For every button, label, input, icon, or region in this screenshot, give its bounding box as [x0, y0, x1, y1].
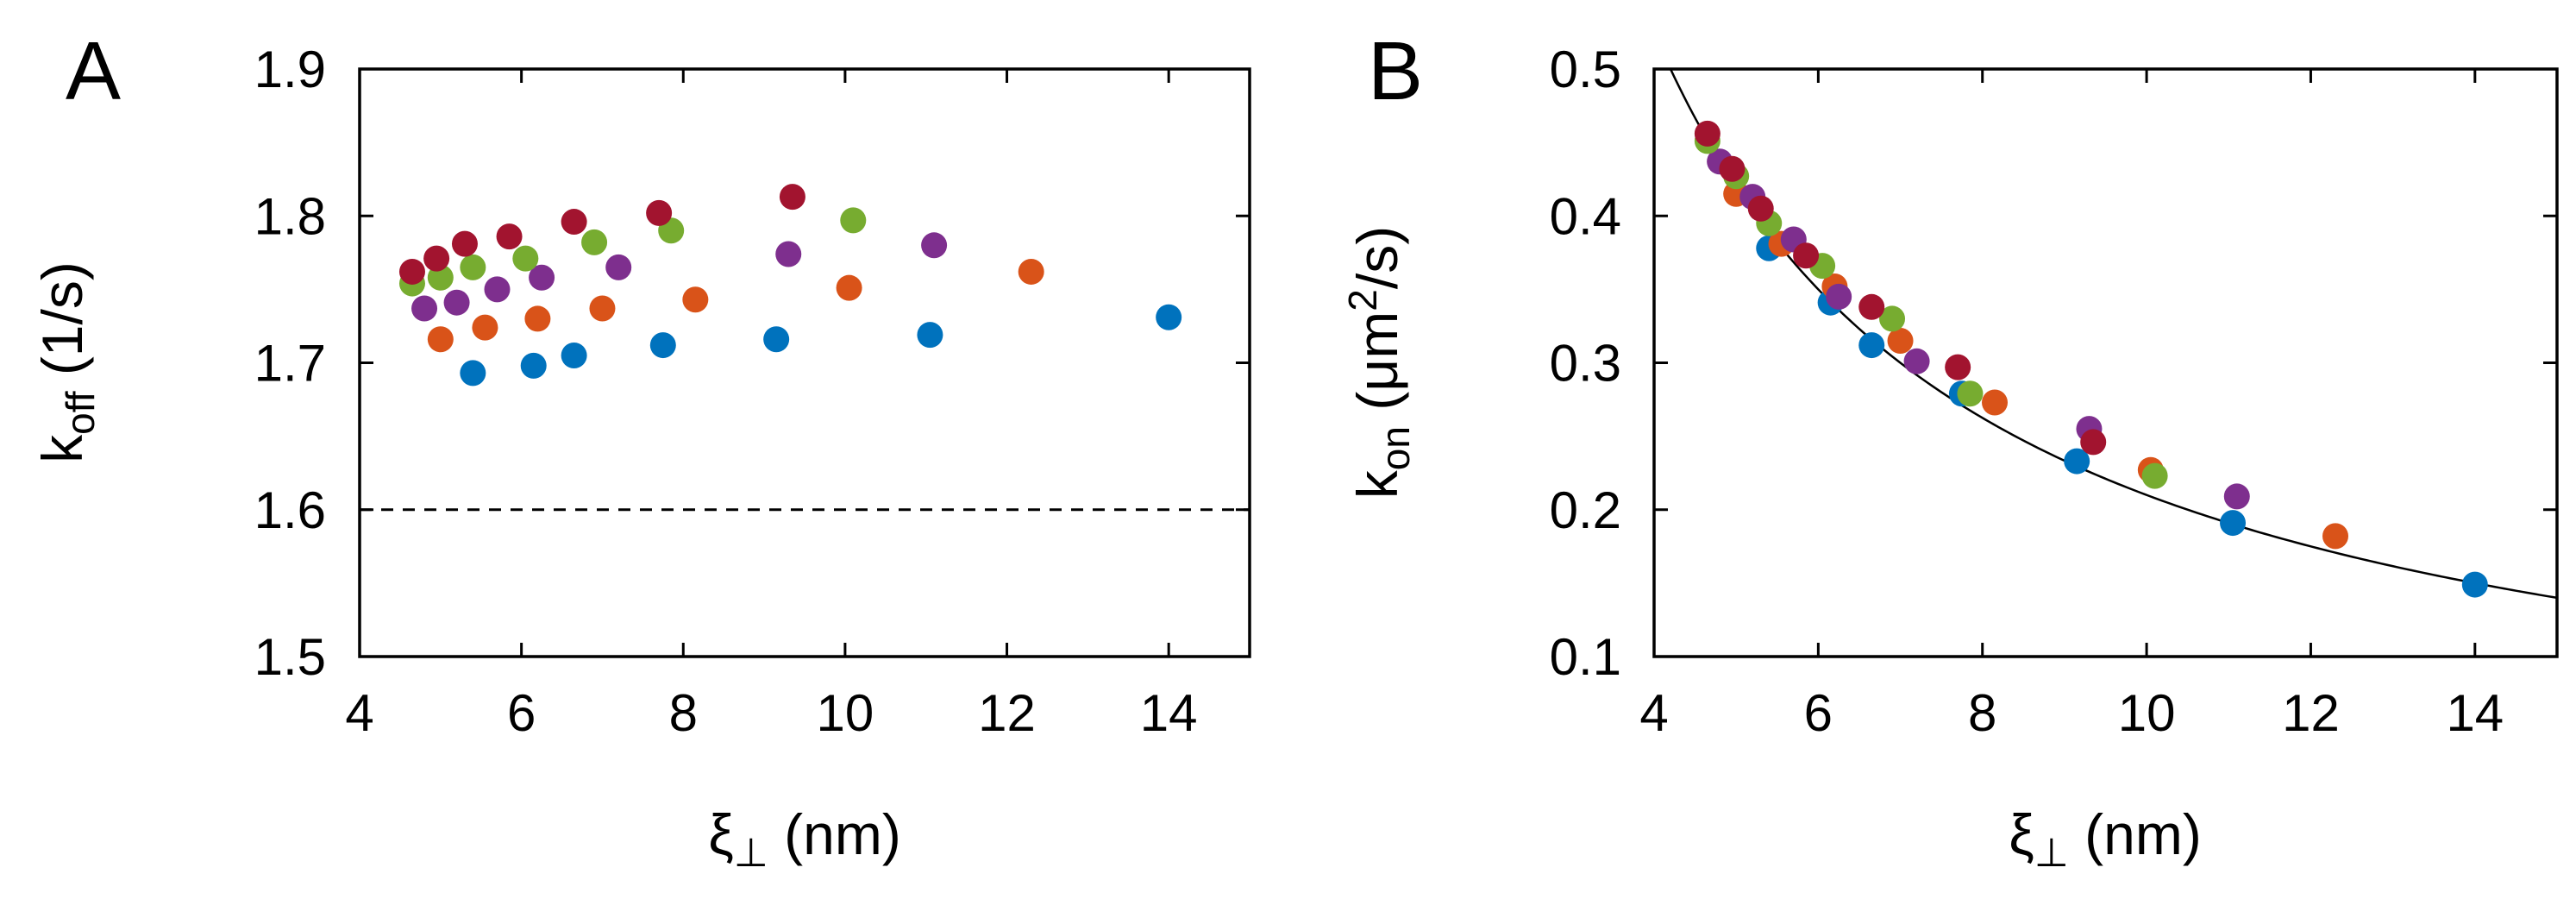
y-tick-label: 1.9 — [254, 41, 326, 98]
data-point-blue — [2461, 571, 2488, 598]
data-point-red — [451, 230, 478, 257]
data-point-blue — [1858, 332, 1885, 359]
data-point-orange — [1018, 258, 1044, 285]
y-axis-label: kon (μm2/s) — [1340, 226, 1418, 499]
x-tick-label: 8 — [669, 684, 698, 742]
y-tick-label: 1.6 — [254, 481, 326, 539]
data-point-red — [496, 223, 523, 250]
y-tick-label: 0.2 — [1550, 481, 1621, 539]
x-tick-label: 14 — [2446, 684, 2504, 742]
data-point-purple — [411, 295, 438, 322]
data-point-green — [1957, 380, 1984, 407]
data-point-red — [423, 245, 450, 272]
x-tick-label: 6 — [1804, 684, 1833, 742]
y-tick-label: 0.4 — [1550, 187, 1621, 245]
y-tick-label: 1.7 — [254, 335, 326, 393]
y-tick-label: 1.5 — [254, 628, 326, 686]
data-point-orange — [836, 274, 862, 301]
data-point-green — [512, 245, 539, 272]
x-tick-label: 12 — [978, 684, 1036, 742]
data-point-orange — [1982, 389, 2009, 416]
data-point-red — [2080, 429, 2107, 456]
data-point-blue — [460, 360, 486, 387]
data-point-green — [840, 207, 867, 234]
data-point-blue — [649, 332, 676, 359]
data-point-green — [1879, 305, 1906, 332]
data-point-green — [460, 254, 486, 280]
data-point-red — [1719, 155, 1746, 182]
data-point-red — [1945, 354, 1971, 380]
panel-a: A 4 6 8 10 12 14 1.5 1.6 1.7 1.8 1.9 ξ⊥ (nm) koff (1/… — [30, 25, 1251, 875]
data-point-blue — [763, 326, 790, 353]
x-tick-label: 6 — [507, 684, 536, 742]
data-point-blue — [520, 352, 547, 379]
data-point-orange — [589, 295, 616, 322]
data-point-red — [646, 199, 673, 226]
x-axis-label: ξ⊥ (nm) — [708, 802, 901, 875]
data-point-red — [1793, 242, 1820, 269]
data-point-red — [779, 184, 805, 211]
data-point-purple — [605, 254, 632, 280]
data-point-red — [1694, 120, 1720, 147]
data-point-orange — [427, 326, 454, 353]
plot-frame — [358, 67, 1251, 658]
data-point-purple — [1826, 283, 1852, 310]
panel-letter: B — [1368, 25, 1423, 117]
data-point-green — [2141, 462, 2168, 489]
data-point-red — [1747, 195, 1774, 222]
data-point-orange — [1887, 327, 1914, 354]
x-tick-label: 4 — [345, 684, 373, 742]
x-tick-label: 12 — [2282, 684, 2340, 742]
fit-curve — [1669, 69, 2557, 600]
x-axis-label: ξ⊥ (nm) — [2009, 802, 2202, 875]
data-point-purple — [921, 232, 948, 259]
panel-letter: A — [66, 25, 121, 117]
data-point-orange — [2322, 523, 2349, 550]
data-point-purple — [529, 264, 555, 291]
data-point-red — [1858, 293, 1885, 320]
data-point-blue — [917, 322, 943, 349]
data-point-orange — [682, 286, 709, 313]
data-point-purple — [1903, 348, 1930, 374]
plot-frame — [1652, 67, 2559, 658]
y-tick-label: 1.8 — [254, 187, 326, 245]
data-point-green — [581, 229, 608, 255]
data-point-purple — [775, 241, 802, 267]
x-tick-label: 14 — [1140, 684, 1198, 742]
data-point-purple — [443, 289, 470, 316]
y-tick-label: 0.1 — [1550, 628, 1621, 686]
y-axis-label: koff (1/s) — [30, 261, 103, 463]
data-point-purple — [484, 276, 511, 303]
y-tick-label: 0.3 — [1550, 335, 1621, 393]
data-point-red — [398, 258, 425, 285]
data-point-red — [561, 209, 587, 236]
data-point-blue — [1156, 304, 1182, 330]
data-points — [1694, 120, 2488, 598]
x-tick-label: 4 — [1639, 684, 1668, 742]
x-tick-label: 10 — [2118, 684, 2176, 742]
data-point-purple — [2223, 483, 2250, 510]
y-tick-label: 0.5 — [1550, 41, 1621, 98]
data-point-blue — [561, 342, 587, 368]
data-point-blue — [2064, 448, 2090, 475]
panel-b: B 4 6 8 10 12 14 0.1 0.2 0.3 0.4 0.5 ξ⊥ (nm) kon (μm2… — [1340, 25, 2559, 875]
x-tick-label: 10 — [817, 684, 874, 742]
data-point-orange — [472, 314, 498, 341]
data-points — [398, 184, 1182, 387]
x-tick-label: 8 — [1968, 684, 1996, 742]
data-point-orange — [524, 305, 551, 332]
data-point-blue — [2220, 510, 2247, 537]
